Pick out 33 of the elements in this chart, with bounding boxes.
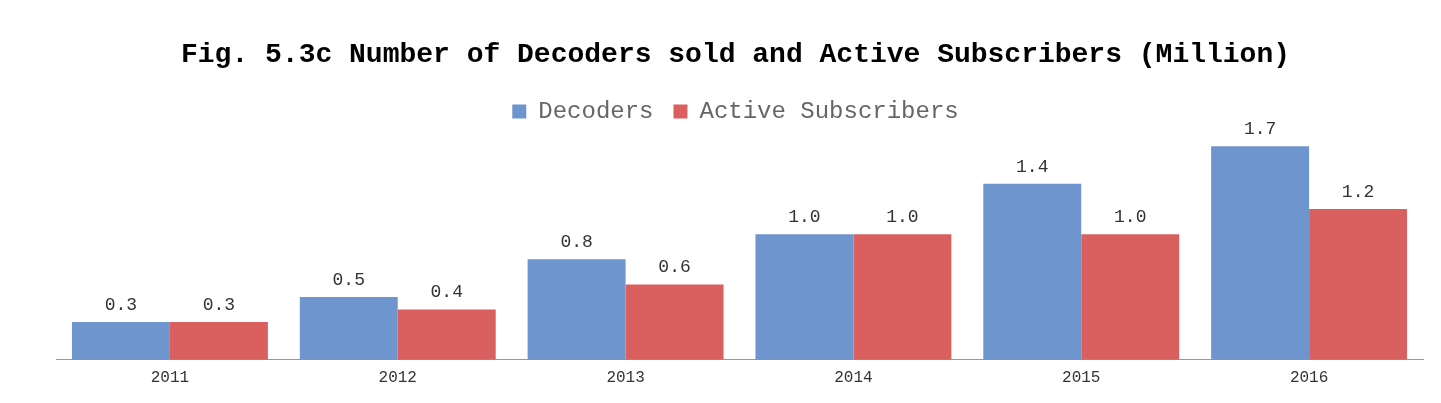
- data-label: 0.6: [658, 257, 691, 278]
- x-tick-label: 2016: [1289, 368, 1329, 387]
- data-label: 0.4: [430, 282, 463, 303]
- data-label: 0.5: [332, 269, 365, 290]
- bar: [299, 296, 398, 360]
- data-label: 0.3: [104, 294, 138, 315]
- x-tick-label: 2013: [606, 368, 645, 387]
- bar: [1211, 146, 1310, 360]
- data-label: 0.3: [202, 294, 236, 315]
- bar: [983, 183, 1082, 360]
- x-tick-label: 2011: [150, 368, 190, 387]
- bar: [1309, 209, 1408, 360]
- bar: [853, 234, 952, 360]
- legend-label: Active Subscribers: [699, 97, 959, 125]
- bar: [71, 322, 170, 360]
- data-label: 1.0: [788, 206, 821, 227]
- x-tick-label: 2014: [834, 368, 873, 387]
- chart-title: Fig. 5.3c Number of Decoders sold and Active Subscribers (Million): [181, 38, 1290, 70]
- bar: [527, 259, 626, 360]
- data-label: 0.8: [560, 232, 593, 253]
- bar: [397, 309, 496, 360]
- data-label: 1.0: [886, 206, 919, 227]
- bar: [169, 322, 268, 360]
- data-label: 1.4: [1016, 156, 1049, 177]
- x-tick-label: 2012: [378, 368, 417, 387]
- data-label: 1.7: [1243, 118, 1277, 139]
- bar: [755, 234, 854, 360]
- data-label: 1.2: [1341, 181, 1375, 202]
- legend-label: Decoders: [538, 97, 654, 125]
- data-label: 1.0: [1114, 206, 1147, 227]
- bar: [625, 284, 724, 360]
- bar: [1081, 234, 1180, 360]
- x-tick-label: 2015: [1062, 368, 1101, 387]
